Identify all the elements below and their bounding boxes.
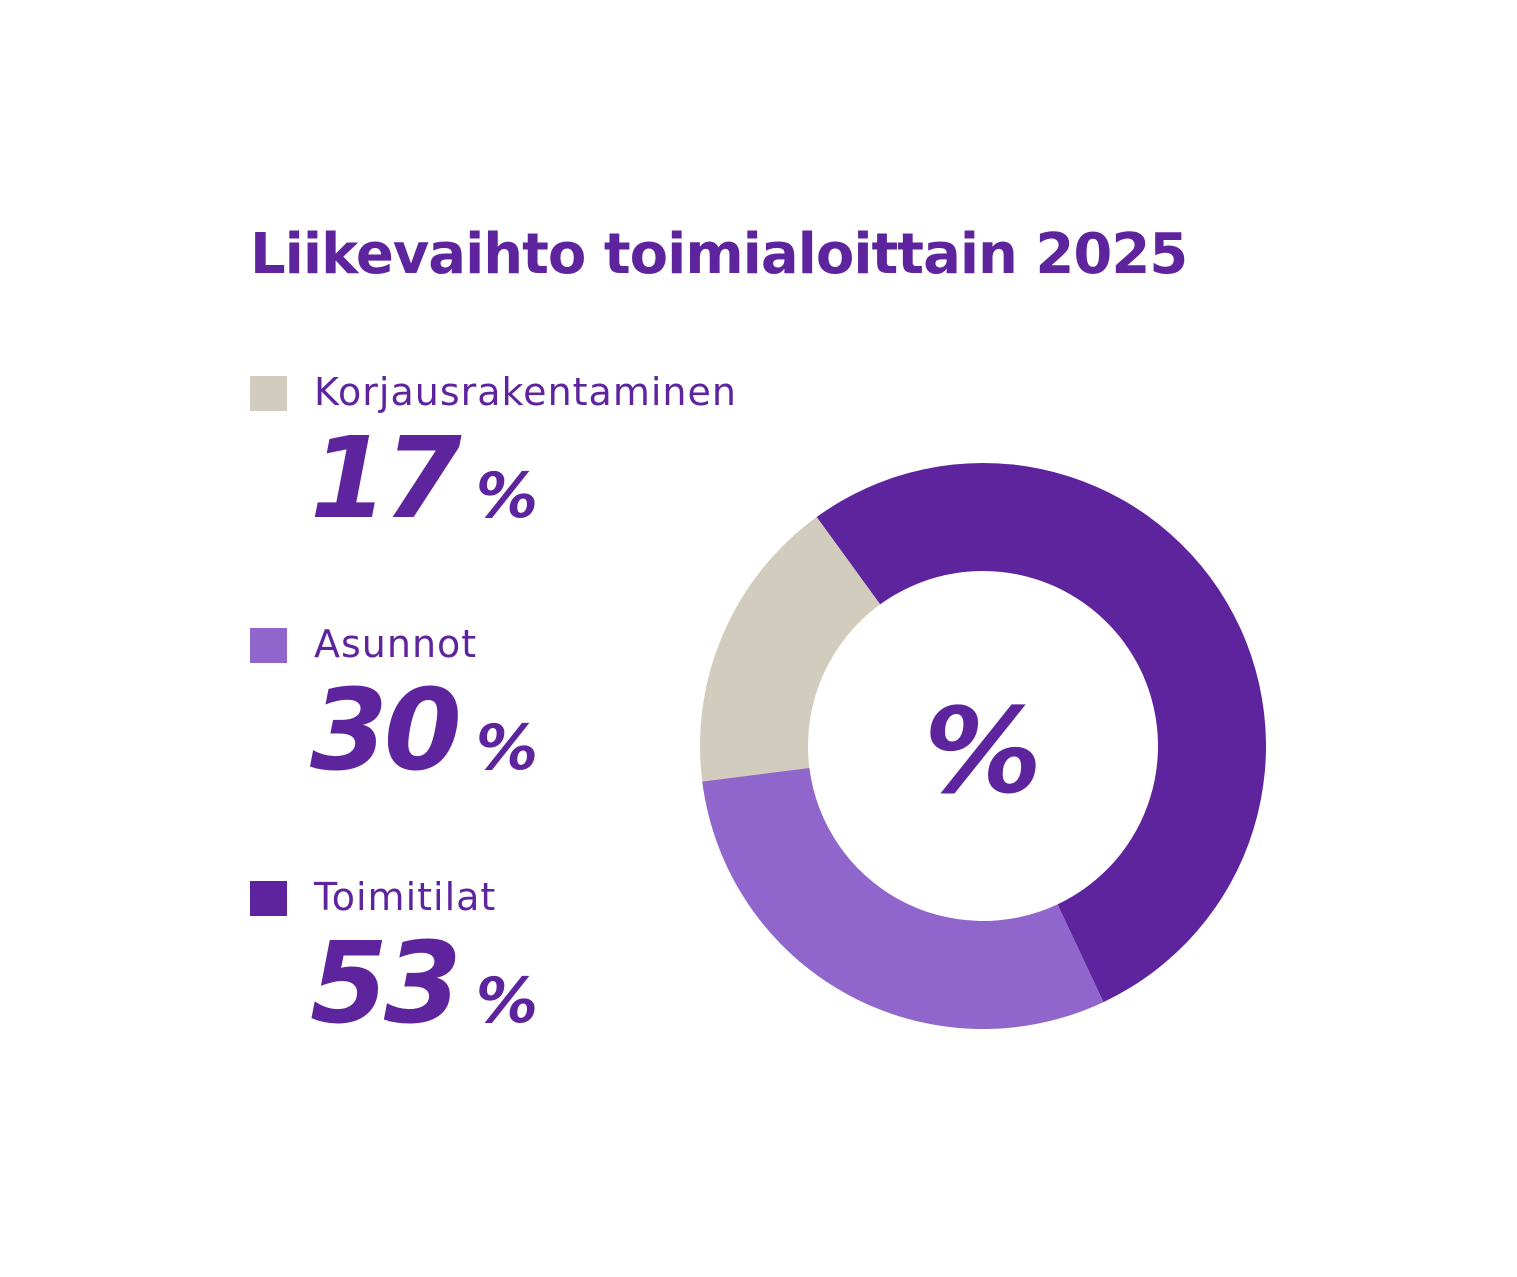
slice-value-text: 30 [310,666,462,796]
percent-sign: % [475,459,538,532]
legend-value-asunnot: 30% [310,666,538,796]
percent-sign: % [475,711,538,784]
legend-swatch-toimitilat [250,881,287,916]
donut-slice-korjausrakentaminen [700,517,881,782]
legend-label-korjausrakentaminen: Korjausrakentaminen [314,370,737,414]
legend-label-asunnot: Asunnot [314,622,478,666]
legend-value-toimitilat: 53% [310,919,538,1049]
legend-swatch-korjausrakentaminen [250,376,287,411]
slice-value-text: 17 [310,414,462,544]
donut-center-label: % [924,682,1042,820]
legend-swatch-asunnot [250,628,287,663]
donut-slice-asunnot [702,767,1104,1029]
percent-sign: % [475,964,538,1037]
legend-label-toimitilat: Toimitilat [314,875,497,919]
legend-value-korjausrakentaminen: 17% [310,414,538,544]
chart-title: Liikevaihto toimialoittain 2025 [250,222,1188,287]
donut-slice-toimitilat [816,462,1267,1003]
slice-value-text: 53 [310,919,462,1049]
donut-slices [700,462,1267,1029]
